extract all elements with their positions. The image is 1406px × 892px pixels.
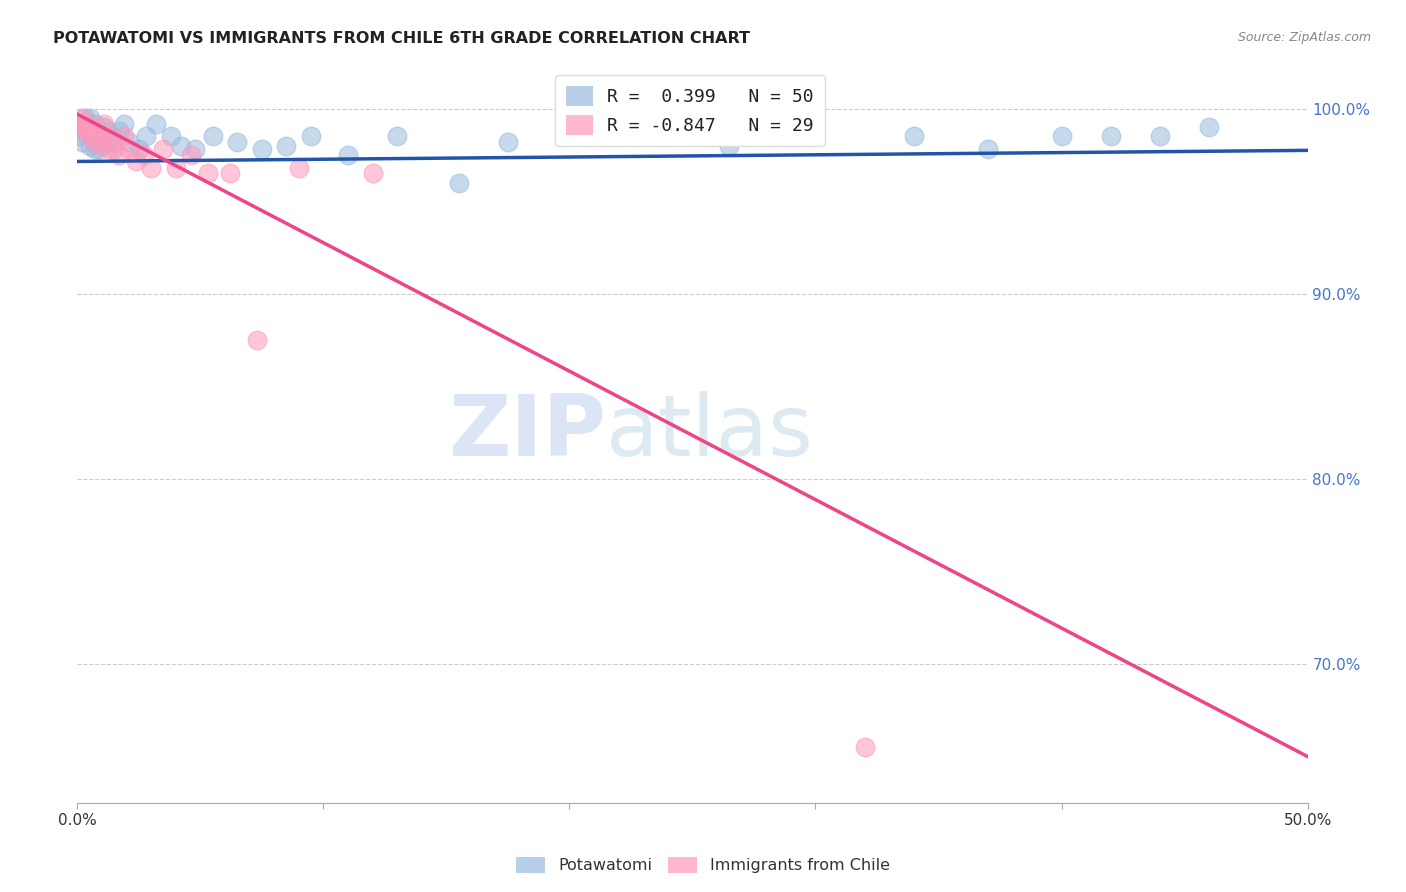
- Point: [170, 138, 193, 153]
- Point: [246, 333, 269, 347]
- Point: [89, 129, 111, 144]
- Point: [226, 135, 249, 149]
- Point: [96, 124, 118, 138]
- Point: [633, 129, 655, 144]
- Point: [89, 143, 111, 157]
- Point: [718, 138, 741, 153]
- Point: [219, 166, 242, 180]
- Point: [70, 135, 93, 149]
- Point: [165, 161, 187, 175]
- Point: [70, 111, 93, 125]
- Point: [101, 129, 124, 144]
- Point: [76, 126, 98, 140]
- Point: [82, 120, 104, 135]
- Point: [125, 153, 148, 168]
- Point: [73, 111, 96, 125]
- Point: [496, 135, 519, 149]
- Point: [69, 120, 91, 135]
- Point: [73, 124, 96, 138]
- Point: [118, 135, 141, 149]
- Point: [118, 143, 141, 157]
- Point: [853, 740, 876, 755]
- Point: [132, 148, 155, 162]
- Point: [82, 129, 104, 144]
- Point: [76, 116, 98, 130]
- Point: [73, 116, 96, 130]
- Point: [82, 120, 104, 135]
- Point: [288, 161, 311, 175]
- Point: [804, 129, 827, 144]
- Point: [70, 120, 93, 135]
- Point: [83, 116, 105, 130]
- Point: [135, 129, 157, 144]
- Point: [276, 138, 298, 153]
- Text: atlas: atlas: [606, 391, 814, 475]
- Legend: R =  0.399   N = 50, R = -0.847   N = 29: R = 0.399 N = 50, R = -0.847 N = 29: [555, 75, 825, 145]
- Point: [86, 124, 108, 138]
- Point: [108, 124, 131, 138]
- Point: [83, 135, 105, 149]
- Point: [141, 161, 163, 175]
- Point: [112, 129, 135, 144]
- Point: [86, 133, 108, 147]
- Point: [977, 143, 1000, 157]
- Point: [79, 111, 101, 125]
- Point: [558, 129, 581, 144]
- Text: Source: ZipAtlas.com: Source: ZipAtlas.com: [1237, 31, 1371, 45]
- Point: [197, 166, 219, 180]
- Point: [112, 116, 135, 130]
- Point: [180, 148, 202, 162]
- Point: [385, 129, 409, 144]
- Point: [103, 135, 125, 149]
- Point: [103, 143, 125, 157]
- Point: [1198, 120, 1220, 135]
- Point: [108, 148, 131, 162]
- Point: [1099, 129, 1122, 144]
- Point: [90, 129, 114, 144]
- Point: [93, 116, 115, 130]
- Point: [76, 124, 98, 138]
- Point: [79, 129, 101, 144]
- Point: [903, 129, 925, 144]
- Point: [201, 129, 224, 144]
- Point: [96, 129, 118, 144]
- Point: [184, 143, 207, 157]
- Point: [79, 138, 101, 153]
- Point: [145, 116, 167, 130]
- Point: [1050, 129, 1073, 144]
- Point: [337, 148, 360, 162]
- Point: [98, 135, 121, 149]
- Point: [83, 143, 105, 157]
- Point: [299, 129, 322, 144]
- Point: [86, 124, 108, 138]
- Text: POTAWATOMI VS IMMIGRANTS FROM CHILE 6TH GRADE CORRELATION CHART: POTAWATOMI VS IMMIGRANTS FROM CHILE 6TH …: [53, 31, 751, 46]
- Legend: Potawatomi, Immigrants from Chile: Potawatomi, Immigrants from Chile: [510, 850, 896, 880]
- Point: [128, 143, 150, 157]
- Point: [93, 120, 115, 135]
- Point: [447, 176, 470, 190]
- Point: [361, 166, 384, 180]
- Point: [250, 143, 273, 157]
- Point: [152, 143, 174, 157]
- Point: [90, 138, 114, 153]
- Point: [1149, 129, 1171, 144]
- Point: [69, 129, 91, 144]
- Point: [160, 129, 183, 144]
- Text: ZIP: ZIP: [449, 391, 606, 475]
- Point: [98, 143, 121, 157]
